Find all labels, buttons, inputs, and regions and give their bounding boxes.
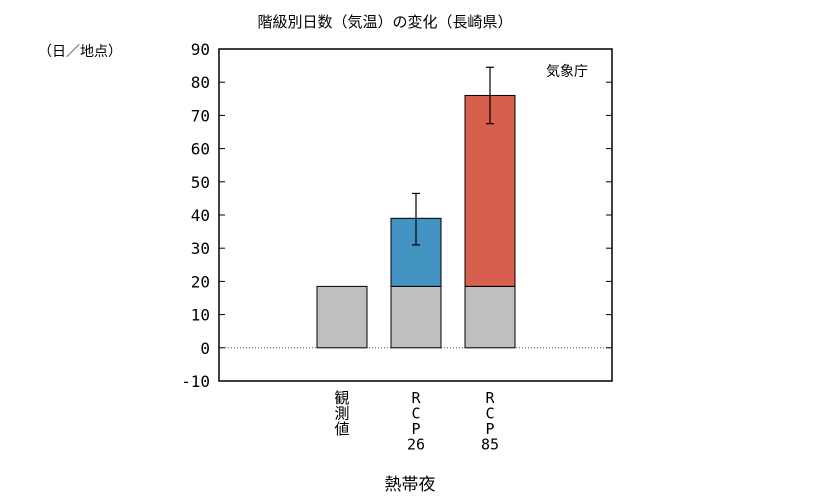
y-axis-ticks: -10 0 10 20 30 40 50 60 70 80 90 [181,40,612,391]
x-tick-label: 観測値 [334,389,349,438]
bar-segment-rcp85-top [464,94,516,287]
y-tick-label: 70 [191,106,210,125]
y-tick-label: 40 [191,206,210,225]
x-axis-label: 熱帯夜 [385,475,436,495]
y-tick-label: 10 [191,306,210,325]
x-tick-label: R C P 26 [407,389,425,454]
y-tick-label: 0 [200,339,210,358]
x-axis-tick-labels: 観測値 R C P 26 R C P 85 [334,389,499,454]
bar-segment-1 [390,285,442,349]
bar-segment-1 [464,285,516,349]
y-tick-label: -10 [181,372,210,391]
y-tick-label: 50 [191,173,210,192]
source-label: 気象庁 [546,64,588,80]
y-tick-label: 90 [191,40,210,59]
error-bars [412,66,494,246]
bar-segment-1 [316,285,368,349]
y-tick-label: 20 [191,272,210,291]
x-tick-label: R C P 85 [481,389,499,454]
y-tick-label: 30 [191,239,210,258]
y-tick-label: 80 [191,73,210,92]
y-tick-label: 60 [191,140,210,159]
chart-title: 階級別日数（気温）の変化（長崎県） [257,13,512,31]
y-axis-label: （日／地点） [38,44,122,60]
